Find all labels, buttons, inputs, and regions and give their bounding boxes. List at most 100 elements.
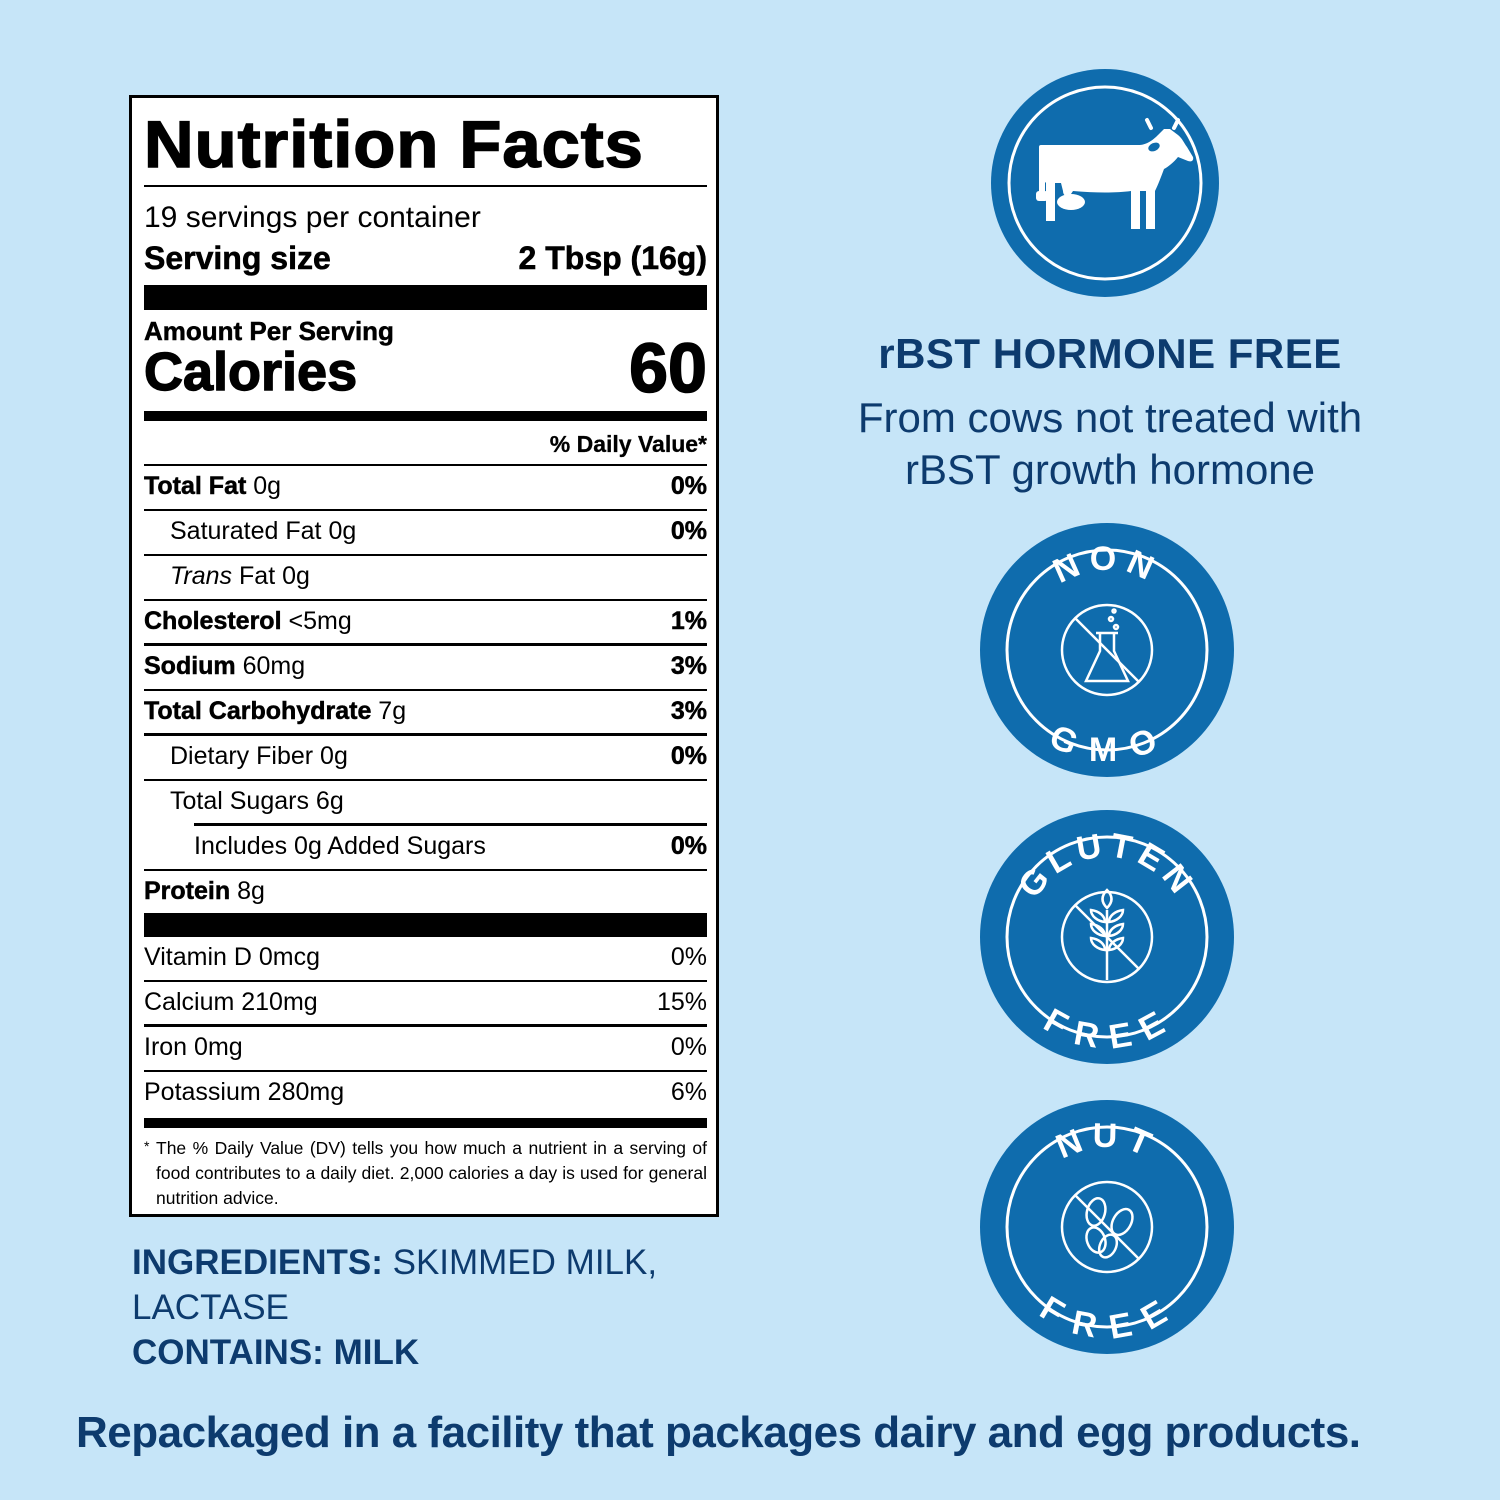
nutrient-name: Total Fat	[144, 472, 247, 501]
ingredients-label: INGREDIENTS:	[132, 1243, 383, 1282]
contains-value: MILK	[333, 1333, 420, 1372]
badge-bottom-text: FREE	[1038, 1001, 1176, 1056]
vitamin-name: Iron	[144, 1033, 188, 1061]
nutrient-amount: 0g	[253, 472, 282, 500]
nutrient-dv: 0%	[670, 742, 708, 771]
ingredients-block: INGREDIENTS: SKIMMED MILK, LACTASE CONTA…	[132, 1240, 657, 1375]
nutrient-dv: 1%	[670, 607, 708, 636]
badge-top-text: NUT	[1051, 1117, 1164, 1167]
nutrient-row-total-fat: Total Fat 0g 0%	[144, 466, 707, 511]
vitamin-row-potassium: Potassium 280mg 6%	[144, 1072, 707, 1117]
nutrient-dv: 0%	[670, 517, 708, 546]
divider	[144, 980, 707, 982]
nutrient-row-added-sugars: Includes 0g Added Sugars 0%	[144, 826, 707, 871]
non-gmo-badge: NON GMO	[980, 523, 1234, 777]
nutrient-amount: 0g	[328, 517, 357, 545]
nutrient-name: Cholesterol	[144, 607, 282, 636]
vitamin-amount: 0mg	[194, 1033, 243, 1061]
divider	[144, 779, 707, 781]
divider	[144, 689, 707, 691]
nutrient-amount: 0g	[320, 742, 348, 770]
nutrient-name: Sodium	[144, 652, 236, 681]
nutrient-row-protein: Protein 8g	[144, 871, 707, 916]
divider	[144, 869, 707, 871]
serving-size-value: 2 Tbsp (16g)	[518, 240, 707, 277]
flask-crossed-icon	[1060, 603, 1154, 697]
nutrient-amount: 7g	[378, 697, 407, 725]
calories-label: Calories	[143, 341, 358, 402]
thick-divider	[144, 285, 707, 310]
nutrient-name: Includes 0g Added Sugars	[194, 832, 486, 860]
nutrient-name: Protein	[144, 877, 231, 906]
nut-free-badge: NUT FREE	[980, 1100, 1234, 1354]
serving-size-label: Serving size	[144, 240, 331, 277]
vitamin-row-calcium: Calcium 210mg 15%	[144, 982, 707, 1027]
nutrient-amount: 8g	[237, 877, 265, 905]
nutrient-row-trans-fat: Trans Fat 0g	[144, 556, 707, 601]
nutrient-amount: 0g	[282, 562, 310, 590]
vitamin-amount: 280mg	[267, 1078, 345, 1106]
rbst-subtitle: From cows not treated with rBST growth h…	[800, 392, 1420, 496]
nutrition-facts-title: Nutrition Facts	[143, 106, 644, 182]
vitamin-name: Potassium	[144, 1078, 261, 1106]
vitamin-dv: 15%	[656, 988, 707, 1016]
nutrient-name-italic: Trans	[170, 562, 233, 590]
nutrient-name: Total Sugars	[170, 787, 309, 815]
ingredients-value: SKIMMED MILK,	[392, 1243, 658, 1282]
divider	[144, 509, 707, 511]
nutrient-row-cholesterol: Cholesterol <5mg 1%	[144, 601, 707, 646]
nutrient-row-dietary-fiber: Dietary Fiber 0g 0%	[144, 736, 707, 781]
vitamin-name: Vitamin D	[144, 943, 252, 971]
vitamin-row-vitamin-d: Vitamin D 0mcg 0%	[144, 937, 707, 982]
calories-value: 60	[628, 328, 707, 408]
nutrient-amount: 60mg	[242, 652, 306, 680]
cow-icon	[1007, 85, 1203, 281]
nutrient-row-saturated-fat: Saturated Fat 0g 0%	[144, 511, 707, 556]
medium-divider	[144, 1118, 707, 1128]
rbst-subtitle-line: From cows not treated with	[857, 394, 1363, 441]
gluten-free-badge: GLUTEN FREE	[980, 810, 1234, 1064]
contains-label: CONTAINS:	[132, 1333, 324, 1372]
rbst-subtitle-line: rBST growth hormone	[904, 446, 1316, 493]
servings-per-container: 19 servings per container	[144, 201, 481, 234]
medium-divider	[144, 411, 707, 421]
badge-bottom-text: GMO	[1044, 718, 1170, 769]
nutrient-row-total-sugars: Total Sugars 6g	[144, 781, 707, 826]
facility-note: Repackaged in a facility that packages d…	[76, 1408, 1361, 1457]
rbst-title: rBST HORMONE FREE	[878, 330, 1342, 377]
divider	[144, 464, 707, 466]
nutrient-amount: 6g	[315, 787, 344, 815]
nutrient-name: Dietary Fiber	[170, 742, 314, 770]
divider	[144, 554, 707, 556]
divider	[194, 823, 707, 826]
thick-divider	[144, 913, 707, 937]
vitamin-row-iron: Iron 0mg 0%	[144, 1027, 707, 1072]
nutrient-dv: 0%	[670, 472, 708, 501]
daily-value-header: % Daily Value*	[549, 431, 708, 457]
vitamin-dv: 0%	[670, 1033, 707, 1061]
divider	[144, 185, 707, 187]
nutrient-name: Fat	[239, 562, 276, 590]
nutrient-name: Saturated Fat	[170, 517, 322, 545]
nutrient-dv: 3%	[670, 652, 708, 681]
badge-top-text: NON	[1047, 540, 1166, 591]
nutrient-row-total-carbohydrate: Total Carbohydrate 7g 3%	[144, 691, 707, 736]
vitamin-name: Calcium	[144, 988, 235, 1016]
nutrient-row-sodium: Sodium 60mg 3%	[144, 646, 707, 691]
rbst-badge	[991, 69, 1219, 297]
peanut-crossed-icon	[1060, 1180, 1154, 1274]
nutrition-facts-panel: Nutrition Facts 19 servings per containe…	[129, 95, 719, 1217]
footnote-asterisk: *	[144, 1138, 150, 1154]
daily-value-footnote: * The % Daily Value (DV) tells you how m…	[144, 1136, 707, 1211]
divider	[144, 643, 707, 646]
ingredients-value-cont: LACTASE	[132, 1288, 289, 1327]
divider	[144, 599, 707, 601]
nutrient-dv: 3%	[670, 697, 708, 726]
nutrient-amount: <5mg	[288, 607, 352, 635]
wheat-crossed-icon	[1060, 888, 1154, 984]
divider	[144, 1024, 707, 1027]
divider	[144, 1070, 707, 1072]
vitamin-amount: 0mcg	[258, 943, 321, 971]
badge-bottom-text: FREE	[1033, 1289, 1180, 1347]
divider	[144, 733, 707, 736]
